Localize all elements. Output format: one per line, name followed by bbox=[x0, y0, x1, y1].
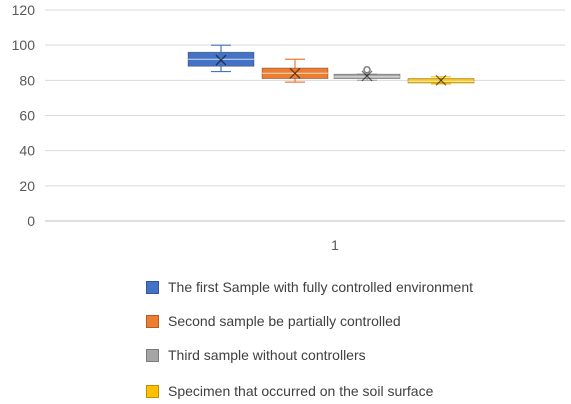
legend-swatch-second-sample bbox=[146, 314, 159, 328]
box-plot-chart: 0 20 40 60 80 100 120 1 bbox=[12, 2, 565, 253]
legend-label-soil-specimen: Specimen that occurred on the soil surfa… bbox=[168, 383, 434, 399]
mean-marker bbox=[289, 67, 301, 79]
y-tick-label: 20 bbox=[19, 178, 35, 194]
legend-swatch-soil-specimen bbox=[146, 384, 159, 398]
box-series-2 bbox=[261, 58, 329, 83]
y-tick-label: 120 bbox=[12, 2, 36, 18]
legend-label-third-sample: Third sample without controllers bbox=[168, 347, 366, 363]
y-tick-label: 60 bbox=[19, 108, 35, 124]
y-tick-label: 100 bbox=[12, 37, 36, 53]
box-series-3 bbox=[333, 66, 401, 82]
x-category-label: 1 bbox=[331, 237, 339, 253]
plot-area bbox=[187, 44, 475, 86]
legend-item-first-sample: The first Sample with fully controlled e… bbox=[146, 277, 473, 297]
y-axis: 0 20 40 60 80 100 120 bbox=[12, 2, 36, 229]
legend-item-soil-specimen: Specimen that occurred on the soil surfa… bbox=[146, 381, 433, 401]
legend-label-second-sample: Second sample be partially controlled bbox=[168, 313, 401, 329]
y-tick-label: 80 bbox=[19, 72, 35, 88]
y-tick-label: 0 bbox=[27, 213, 35, 229]
legend-swatch-third-sample bbox=[146, 348, 159, 362]
box-series-1 bbox=[187, 44, 255, 73]
y-tick-label: 40 bbox=[19, 143, 35, 159]
legend-label-first-sample: The first Sample with fully controlled e… bbox=[168, 279, 474, 295]
mean-marker bbox=[215, 54, 227, 66]
gridlines bbox=[45, 9, 565, 222]
legend-swatch-first-sample bbox=[146, 280, 159, 294]
legend-item-third-sample: Third sample without controllers bbox=[146, 345, 366, 365]
mean-marker bbox=[435, 74, 447, 86]
outlier-point bbox=[363, 66, 371, 74]
box-series-4 bbox=[407, 74, 475, 86]
legend-item-second-sample: Second sample be partially controlled bbox=[146, 311, 401, 331]
mean-marker bbox=[361, 70, 373, 82]
